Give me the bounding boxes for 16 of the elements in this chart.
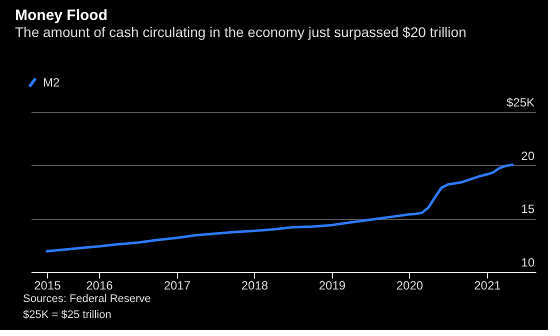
x-tick-label: 2020: [396, 278, 424, 292]
x-tick-label: 2018: [241, 278, 268, 292]
x-tick-label: 2015: [34, 278, 62, 292]
x-tick-label: 2016: [86, 278, 114, 292]
x-tick-label: 2019: [318, 278, 346, 292]
y-tick-label: 10: [521, 256, 535, 270]
chart-subtitle: The amount of cash circulating in the economy just surpassed $20 trillion: [15, 24, 466, 40]
source-note: Sources: Federal Reserve: [23, 293, 151, 305]
x-tick-label: 2017: [164, 278, 191, 292]
y-tick-label: $25K: [506, 96, 534, 110]
legend-label: M2: [43, 76, 60, 90]
text: $25K = $25 trillion: [23, 309, 112, 321]
y-tick-label: 20: [521, 148, 535, 163]
y-tick-label: 15: [521, 202, 535, 216]
x-tick-label: 2021: [474, 278, 502, 292]
chart-title: Money Flood: [15, 7, 108, 24]
